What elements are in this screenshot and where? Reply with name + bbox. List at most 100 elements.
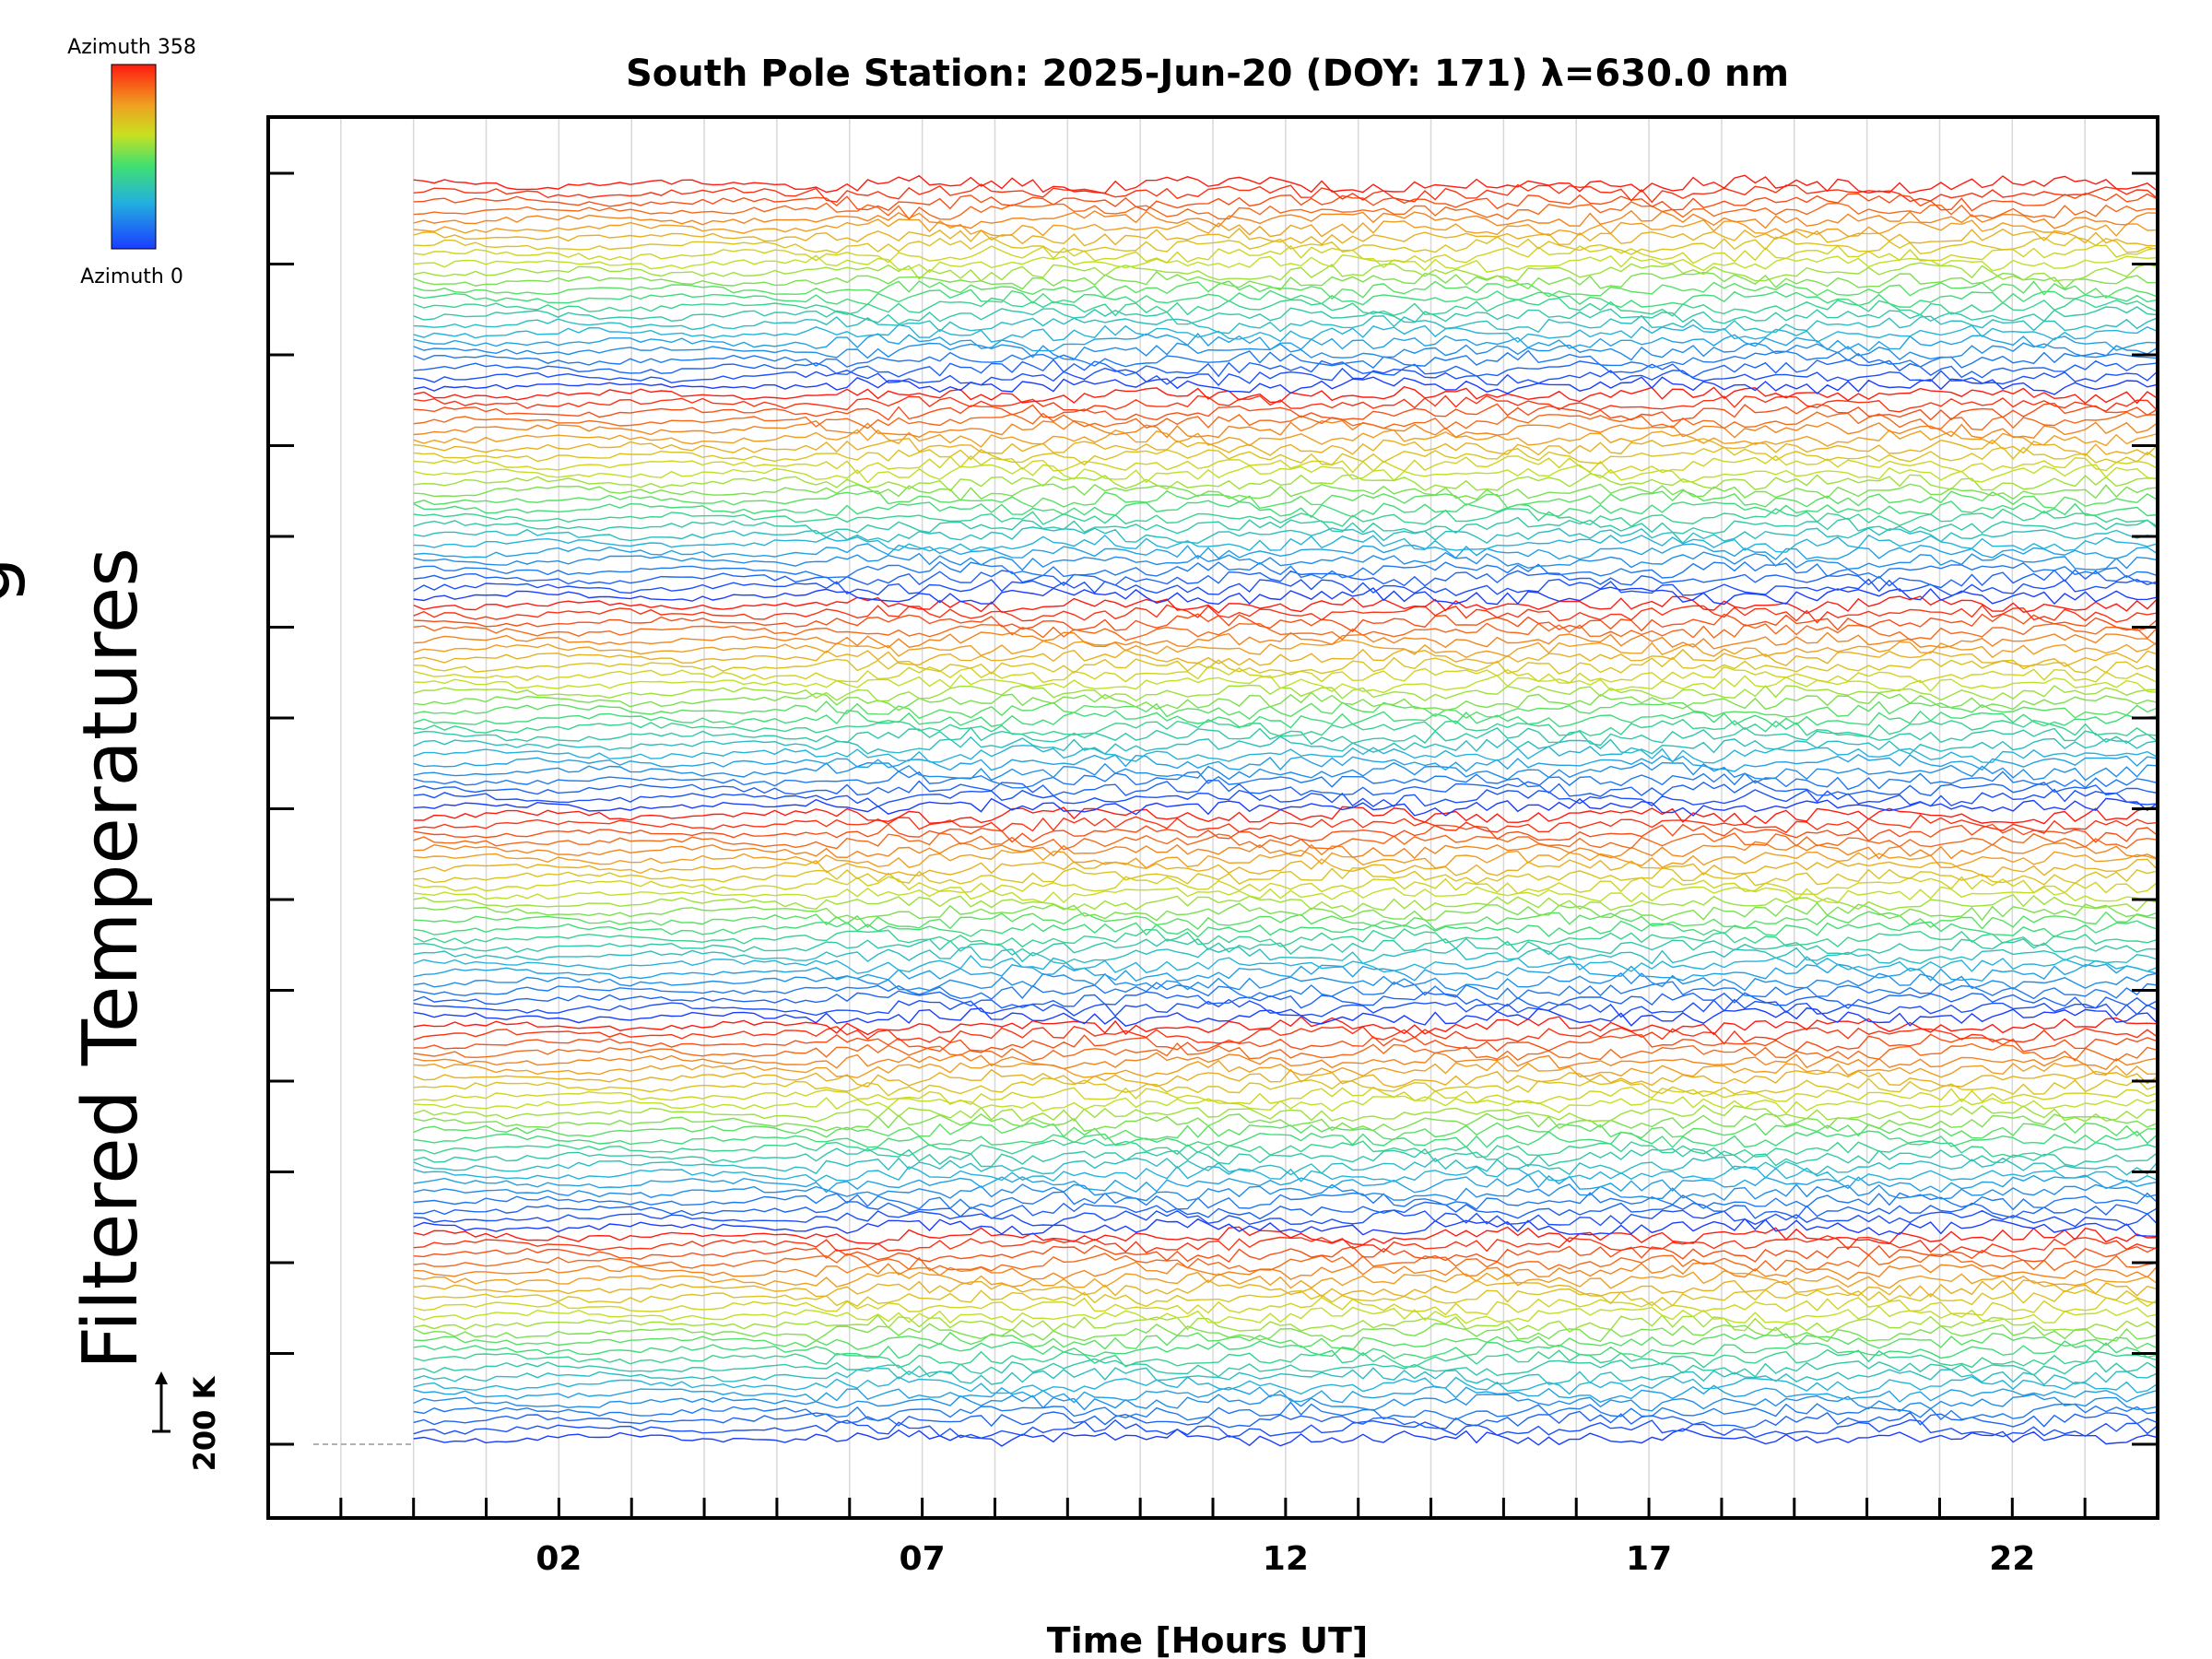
series-line xyxy=(413,1253,2159,1273)
series-line xyxy=(413,1394,2159,1413)
series-line xyxy=(413,489,2159,510)
series-line xyxy=(413,586,2159,606)
series-line xyxy=(413,797,2159,817)
vertical-gridlines xyxy=(267,117,2159,1518)
y-axis-label: Filtered Temperatures xyxy=(67,547,155,1370)
series-line xyxy=(413,1305,2159,1324)
series-line xyxy=(413,1033,2159,1053)
series-line xyxy=(413,429,2159,448)
series-line xyxy=(413,1279,2159,1298)
series-line xyxy=(413,411,2159,431)
series-line xyxy=(413,710,2159,729)
series-line xyxy=(413,394,2159,413)
series-line xyxy=(413,1007,2159,1027)
series-line xyxy=(413,306,2159,325)
series-line xyxy=(413,745,2159,764)
series-line xyxy=(413,560,2159,580)
scale-bar-arrow-icon xyxy=(155,1371,168,1384)
series-line xyxy=(413,981,2159,1001)
series-line xyxy=(413,990,2159,1009)
series-line xyxy=(413,700,2159,720)
series-line xyxy=(413,761,2159,782)
series-line xyxy=(413,280,2159,300)
series-line xyxy=(413,402,2159,422)
series-line xyxy=(413,665,2159,684)
series-line xyxy=(413,753,2159,772)
series-line xyxy=(413,333,2159,352)
series-line xyxy=(413,876,2159,896)
series-line xyxy=(413,1104,2159,1123)
series-line xyxy=(413,1235,2159,1253)
series-line xyxy=(413,631,2159,650)
series-line xyxy=(413,998,2159,1018)
series-line xyxy=(413,201,2159,220)
series-line xyxy=(413,236,2159,255)
series-line xyxy=(413,718,2159,738)
series-line xyxy=(413,1077,2159,1097)
series-line xyxy=(413,244,2159,265)
series-line xyxy=(413,342,2159,361)
series-line xyxy=(413,228,2159,247)
series-line xyxy=(413,464,2159,484)
axis-ticks xyxy=(266,171,2159,1518)
series-line xyxy=(413,788,2159,808)
series-line xyxy=(413,1138,2159,1159)
series-line xyxy=(413,1226,2159,1246)
series-line xyxy=(413,595,2159,615)
series-line xyxy=(413,569,2159,589)
series-line xyxy=(413,849,2159,869)
series-line xyxy=(413,1026,2159,1045)
series-line xyxy=(413,1418,2159,1440)
series-line xyxy=(413,288,2159,309)
chart-title: South Pole Station: 2025-Jun-20 (DOY: 17… xyxy=(626,53,1789,95)
series-line xyxy=(413,1122,2159,1141)
y-axis-label-partial: g xyxy=(0,557,28,605)
series-line xyxy=(413,1288,2159,1308)
series-line xyxy=(413,324,2159,344)
series-line xyxy=(413,526,2159,545)
series-line xyxy=(413,1375,2159,1395)
series-line xyxy=(413,604,2159,624)
series-line xyxy=(413,1147,2159,1168)
series-line xyxy=(413,1244,2159,1264)
series-lines xyxy=(413,174,2159,1447)
series-line xyxy=(413,437,2159,457)
series-line xyxy=(413,1130,2159,1148)
series-line xyxy=(413,971,2159,992)
series-line xyxy=(413,543,2159,560)
series-line xyxy=(413,946,2159,965)
series-line xyxy=(413,1296,2159,1316)
series-line xyxy=(413,806,2159,826)
series-line xyxy=(413,1384,2159,1404)
series-line xyxy=(413,534,2159,553)
x-tick-label: 22 xyxy=(1989,1540,2035,1578)
series-line xyxy=(413,886,2159,904)
series-line xyxy=(413,832,2159,851)
series-line xyxy=(413,893,2159,912)
series-line xyxy=(413,209,2159,229)
series-line xyxy=(413,1218,2159,1237)
series-line xyxy=(413,367,2159,387)
x-tick-label: 07 xyxy=(900,1540,946,1578)
series-line xyxy=(413,1348,2159,1369)
series-line xyxy=(413,648,2159,667)
series-line xyxy=(413,1209,2159,1228)
azimuth-colorbar xyxy=(111,64,157,250)
series-line xyxy=(413,928,2159,948)
series-line xyxy=(413,920,2159,938)
series-line xyxy=(413,735,2159,755)
series-line xyxy=(413,500,2159,519)
series-line xyxy=(413,376,2159,395)
colorbar-top-label: Azimuth 358 xyxy=(67,36,196,59)
series-line xyxy=(413,218,2159,238)
series-line xyxy=(413,954,2159,974)
series-line xyxy=(413,771,2159,791)
series-line xyxy=(413,262,2159,282)
series-line xyxy=(413,1156,2159,1176)
series-line xyxy=(413,1068,2159,1088)
series-line xyxy=(413,841,2159,860)
series-line xyxy=(413,359,2159,379)
series-line xyxy=(413,1270,2159,1289)
series-line xyxy=(413,639,2159,659)
